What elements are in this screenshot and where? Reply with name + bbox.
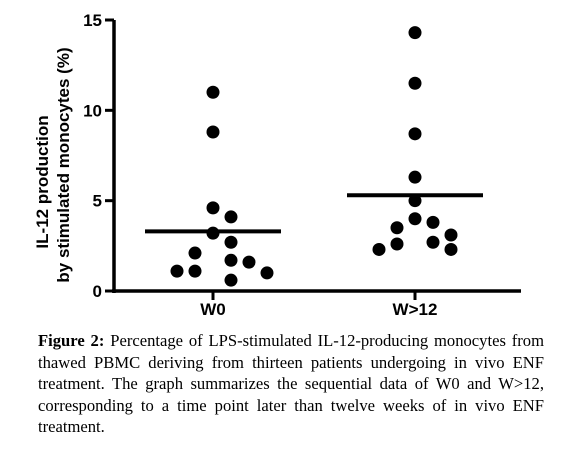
y-axis-title: IL-12 production by stimulated monocytes… — [33, 47, 73, 282]
data-point — [408, 170, 422, 184]
data-point — [224, 253, 238, 267]
y-axis-title-line1: IL-12 production — [33, 115, 52, 248]
y-tick-label: 5 — [93, 192, 102, 211]
data-point — [206, 125, 220, 139]
caption-label: Figure 2: — [38, 331, 105, 350]
data-point — [390, 221, 404, 235]
data-point — [206, 85, 220, 99]
data-point — [390, 237, 404, 251]
y-tick-label: 10 — [83, 101, 102, 120]
data-point — [408, 76, 422, 90]
data-point — [188, 246, 202, 260]
x-tick-label: W0 — [200, 300, 226, 319]
caption-text: Percentage of LPS-stimulated IL-12-produ… — [38, 331, 544, 436]
data-point — [408, 212, 422, 226]
data-point — [444, 242, 458, 256]
data-point — [242, 255, 256, 269]
data-point — [372, 242, 386, 256]
data-point — [260, 266, 274, 280]
x-tick-label: W>12 — [393, 300, 438, 319]
data-point — [408, 127, 422, 141]
scatter-chart: IL-12 production by stimulated monocytes… — [33, 11, 521, 319]
y-tick-label: 15 — [83, 11, 102, 30]
data-point — [444, 228, 458, 242]
data-point — [426, 235, 440, 249]
data-point — [224, 273, 238, 287]
data-point — [408, 26, 422, 40]
x-ticks: W0 W>12 — [200, 291, 437, 319]
y-ticks: 0 5 10 15 — [83, 11, 114, 301]
figure-caption: Figure 2: Percentage of LPS-stimulated I… — [38, 330, 544, 438]
mean-lines — [145, 193, 483, 234]
data-point — [188, 264, 202, 278]
y-axis-title-line2: by stimulated monocytes (%) — [54, 47, 73, 282]
y-tick-label: 0 — [93, 282, 102, 301]
data-point — [408, 194, 422, 208]
data-point — [426, 215, 440, 229]
data-point — [224, 210, 238, 224]
data-point — [206, 201, 220, 215]
data-point — [224, 235, 238, 249]
data-points — [170, 26, 458, 287]
data-point — [170, 264, 184, 278]
